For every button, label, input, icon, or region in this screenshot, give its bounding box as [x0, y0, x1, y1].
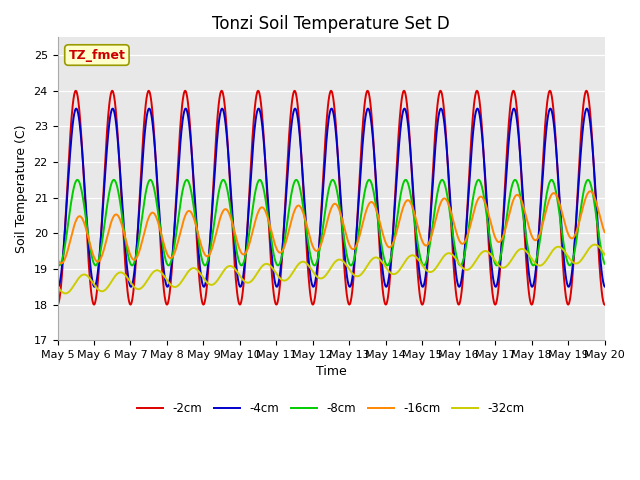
-2cm [176, 134, 184, 140]
-4cm [162, 281, 170, 287]
-32cm [417, 259, 424, 265]
-8cm [175, 209, 183, 215]
-4cm [237, 283, 245, 289]
Line: -4cm: -4cm [58, 108, 605, 287]
-16cm [586, 188, 594, 194]
-16cm [417, 232, 424, 238]
Legend: -2cm, -4cm, -8cm, -16cm, -32cm: -2cm, -4cm, -8cm, -16cm, -32cm [132, 397, 530, 420]
Line: -16cm: -16cm [58, 191, 605, 264]
-4cm [54, 284, 61, 289]
-2cm [237, 300, 244, 306]
-32cm [61, 290, 69, 296]
Line: -2cm: -2cm [58, 91, 605, 305]
-8cm [162, 258, 170, 264]
-16cm [163, 249, 170, 255]
-32cm [601, 252, 609, 257]
-2cm [72, 88, 79, 94]
-16cm [54, 256, 61, 262]
-2cm [536, 210, 544, 216]
-2cm [417, 295, 424, 301]
-32cm [591, 242, 598, 248]
-16cm [237, 249, 244, 255]
-32cm [163, 276, 170, 282]
-16cm [176, 233, 184, 239]
-8cm [220, 177, 227, 183]
-8cm [488, 249, 496, 255]
-8cm [601, 261, 609, 266]
-4cm [164, 284, 172, 289]
-4cm [601, 284, 609, 289]
Text: TZ_fmet: TZ_fmet [68, 48, 125, 61]
-2cm [601, 302, 609, 308]
-4cm [536, 208, 544, 214]
-2cm [54, 302, 61, 308]
-4cm [176, 150, 184, 156]
-4cm [417, 278, 424, 284]
-16cm [488, 224, 495, 229]
-16cm [536, 230, 544, 236]
Title: Tonzi Soil Temperature Set D: Tonzi Soil Temperature Set D [212, 15, 450, 33]
Line: -8cm: -8cm [58, 180, 605, 265]
-32cm [237, 274, 244, 280]
-32cm [536, 263, 544, 268]
-16cm [601, 229, 609, 235]
-8cm [536, 235, 544, 240]
-32cm [176, 281, 184, 287]
-8cm [201, 263, 209, 268]
-8cm [54, 261, 61, 266]
X-axis label: Time: Time [316, 365, 346, 379]
-32cm [54, 284, 61, 289]
-2cm [163, 301, 170, 307]
-8cm [417, 256, 424, 262]
-8cm [237, 263, 245, 268]
Line: -32cm: -32cm [58, 245, 605, 293]
-2cm [488, 283, 495, 288]
-4cm [182, 106, 189, 111]
-32cm [488, 253, 495, 259]
-16cm [58, 261, 65, 266]
-4cm [488, 267, 496, 273]
Y-axis label: Soil Temperature (C): Soil Temperature (C) [15, 124, 28, 253]
